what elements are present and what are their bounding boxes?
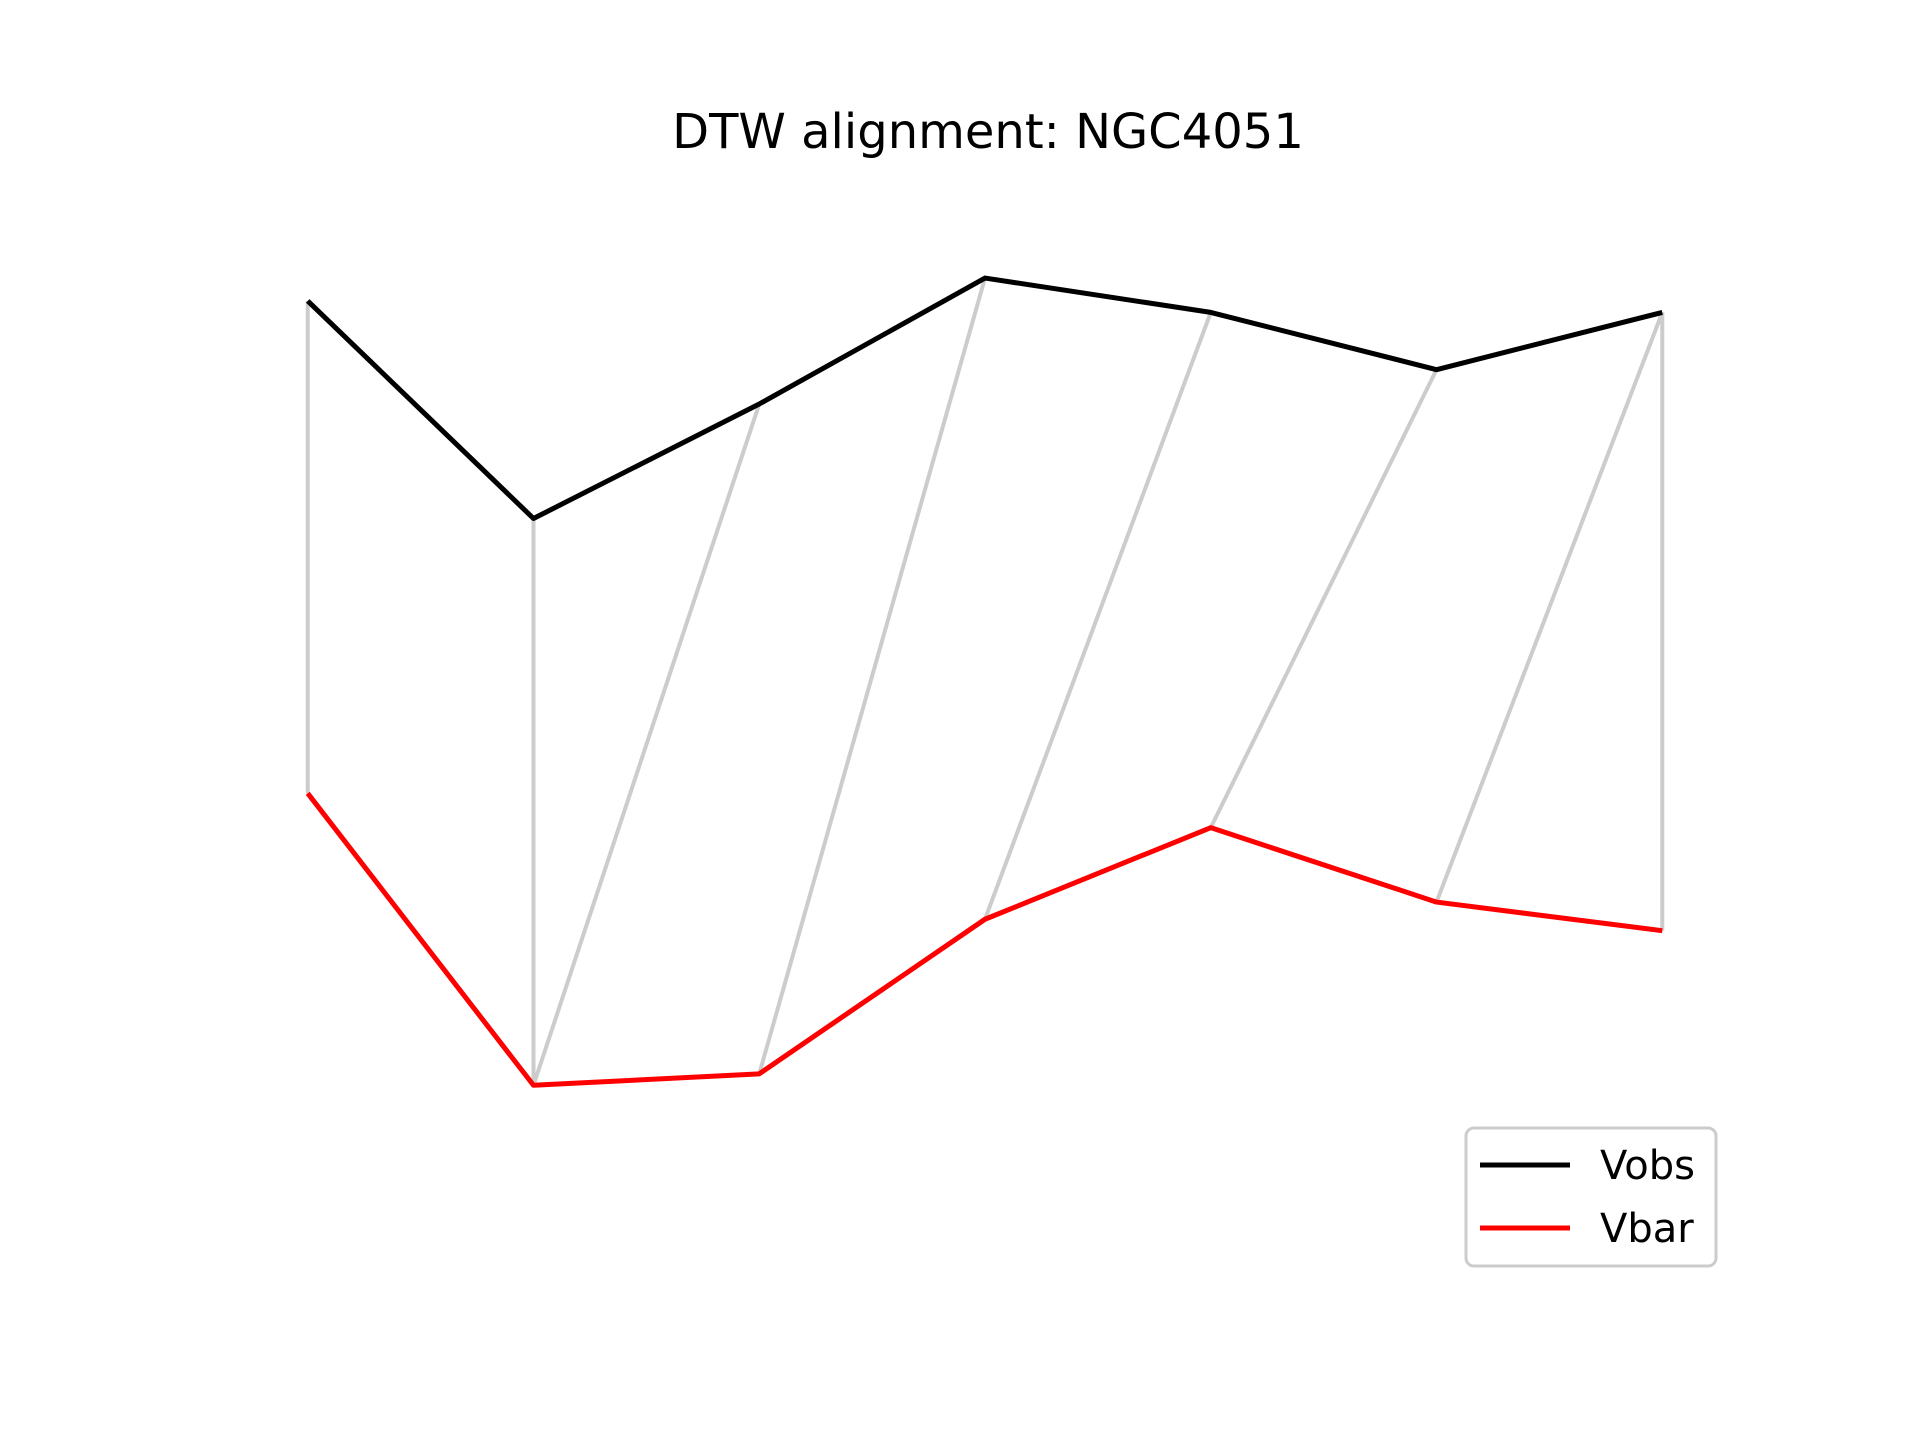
legend-label-vbar: Vbar bbox=[1600, 1206, 1694, 1252]
series-lines bbox=[305, 275, 1663, 1088]
alignment-connectors bbox=[305, 277, 1665, 1086]
alignment-connector-6 bbox=[1434, 311, 1665, 903]
series-line-vobs bbox=[305, 275, 1663, 521]
legend-label-vobs: Vobs bbox=[1600, 1143, 1695, 1189]
legend: Vobs Vbar bbox=[1464, 1126, 1718, 1268]
alignment-connector-5 bbox=[1208, 368, 1439, 829]
chart-title: DTW alignment: NGC4051 bbox=[672, 104, 1304, 160]
series-line-vbar bbox=[305, 791, 1663, 1088]
alignment-connector-3 bbox=[757, 277, 987, 1075]
alignment-connector-2 bbox=[531, 403, 762, 1086]
alignment-connector-4 bbox=[983, 311, 1213, 920]
